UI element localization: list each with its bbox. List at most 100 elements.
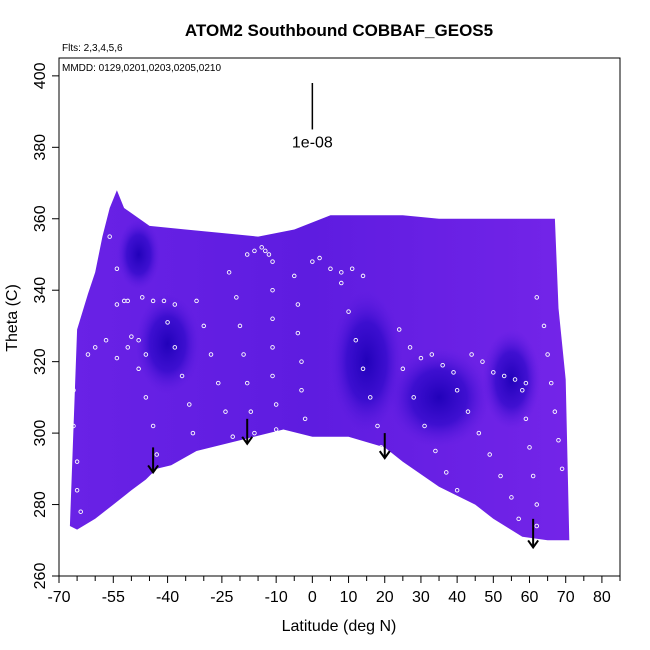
- flight-sample-point: [346, 309, 351, 314]
- flight-sample-point: [375, 423, 380, 429]
- flight-sample-point: [172, 302, 178, 307]
- flight-track-14: [400, 366, 460, 493]
- scale-label: 1e-08: [292, 134, 333, 151]
- flight-sample-point: [302, 416, 308, 422]
- flight-sample-point: [273, 427, 279, 432]
- flight-sample-point: [139, 295, 145, 300]
- flight-sample-point: [523, 416, 529, 422]
- flight-sample-point: [349, 266, 355, 272]
- flight-sample-point: [266, 252, 272, 257]
- flight-sample-point: [310, 259, 315, 264]
- y-tick-label: 360: [32, 205, 49, 232]
- low-value-region-3: [388, 347, 490, 448]
- flight-sample-point: [74, 459, 80, 464]
- flight-sample-point: [129, 334, 134, 339]
- flight-track-11: [310, 255, 366, 279]
- flight-sample-point: [114, 302, 120, 307]
- flight-sample-point: [476, 430, 482, 436]
- flight-sample-point: [143, 352, 149, 357]
- flight-sample-point: [339, 270, 344, 275]
- flight-sample-point: [353, 337, 359, 343]
- low-value-region-1: [135, 293, 201, 394]
- flight-sample-point: [244, 252, 250, 257]
- flight-sample-point: [78, 509, 83, 514]
- flight-sample-point: [501, 373, 507, 379]
- low-value-region-5: [116, 218, 161, 291]
- flight-sample-point: [107, 234, 112, 239]
- flight-track-7: [226, 270, 257, 436]
- flight-track-8: [244, 245, 272, 257]
- flight-sample-point: [270, 316, 275, 322]
- flight-sample-point: [252, 430, 257, 436]
- flight-sample-point: [234, 295, 239, 300]
- heatmap-field: [69, 190, 570, 541]
- flight-track-17: [520, 387, 540, 529]
- flight-sample-point: [187, 402, 192, 407]
- flight-sample-point: [92, 345, 98, 350]
- flight-sample-point: [548, 380, 554, 386]
- flight-track-2: [85, 337, 149, 361]
- flight-sample-point: [328, 266, 333, 272]
- x-tick-label: 10: [340, 589, 358, 606]
- flight-sample-point: [136, 366, 141, 372]
- flight-sample-point: [194, 298, 199, 304]
- y-tick-label: 400: [32, 62, 49, 89]
- y-tick-label: 340: [32, 277, 49, 304]
- flight-sample-point: [172, 345, 178, 350]
- flight-track-15: [454, 387, 521, 522]
- flight-sample-point: [197, 459, 203, 464]
- flight-sample-point: [534, 295, 540, 300]
- flight-sample-point: [270, 287, 275, 293]
- flight-sample-point: [433, 448, 438, 454]
- flight-sample-point: [440, 362, 445, 368]
- flight-sample-point: [208, 352, 214, 357]
- flight-sample-point: [244, 380, 250, 386]
- arrow-marker-2: [241, 418, 254, 446]
- flight-sample-point: [520, 387, 525, 393]
- flight-sample-point: [451, 370, 456, 375]
- y-tick-label: 260: [32, 563, 49, 590]
- flight-sample-point: [429, 352, 435, 357]
- flight-sample-point: [74, 488, 80, 493]
- low-value-region-4: [482, 329, 541, 430]
- x-tick-label: 50: [484, 589, 502, 606]
- flight-sample-point: [230, 434, 235, 439]
- flight-sample-point: [237, 323, 243, 329]
- flight-sample-point: [226, 270, 232, 275]
- x-tick-label: 80: [593, 589, 611, 606]
- flight-sample-point: [469, 352, 474, 357]
- flight-sample-point: [530, 473, 536, 479]
- flight-sample-point: [121, 298, 127, 304]
- flight-sample-point: [125, 345, 131, 350]
- x-tick-label: -55: [102, 589, 125, 606]
- x-tick-label: 40: [448, 589, 466, 606]
- y-axis-label: Theta (C): [4, 284, 21, 352]
- flight-sample-point: [559, 466, 565, 472]
- x-tick-label: 30: [412, 589, 430, 606]
- x-tick-label: -25: [210, 589, 233, 606]
- x-tick-label: 0: [308, 589, 317, 606]
- flight-sample-point: [487, 452, 492, 457]
- flight-sample-point: [71, 423, 76, 429]
- flight-sample-point: [552, 409, 558, 414]
- flight-sample-point: [252, 248, 257, 254]
- flight-track-6: [194, 298, 235, 439]
- flight-sample-point: [85, 352, 91, 357]
- flight-sample-point: [270, 373, 275, 379]
- flight-sample-point: [480, 359, 485, 364]
- flight-sample-point: [512, 377, 518, 382]
- flight-track-5: [165, 320, 203, 464]
- flight-sample-point: [103, 337, 109, 343]
- x-axis: -70 -55 -40 -25 -10 0 10 20 30 40 50 60 70 80: [47, 575, 621, 606]
- flight-track-10: [292, 273, 308, 422]
- flight-sample-point: [161, 298, 167, 304]
- flight-sample-point: [143, 395, 149, 400]
- flight-sample-point: [216, 380, 221, 386]
- flight-sample-point: [67, 323, 73, 329]
- flight-sample-point: [299, 387, 304, 393]
- flight-sample-point: [67, 352, 73, 357]
- flight-sample-point: [454, 488, 460, 493]
- flight-sample-point: [150, 298, 156, 304]
- flight-sample-point: [360, 273, 366, 279]
